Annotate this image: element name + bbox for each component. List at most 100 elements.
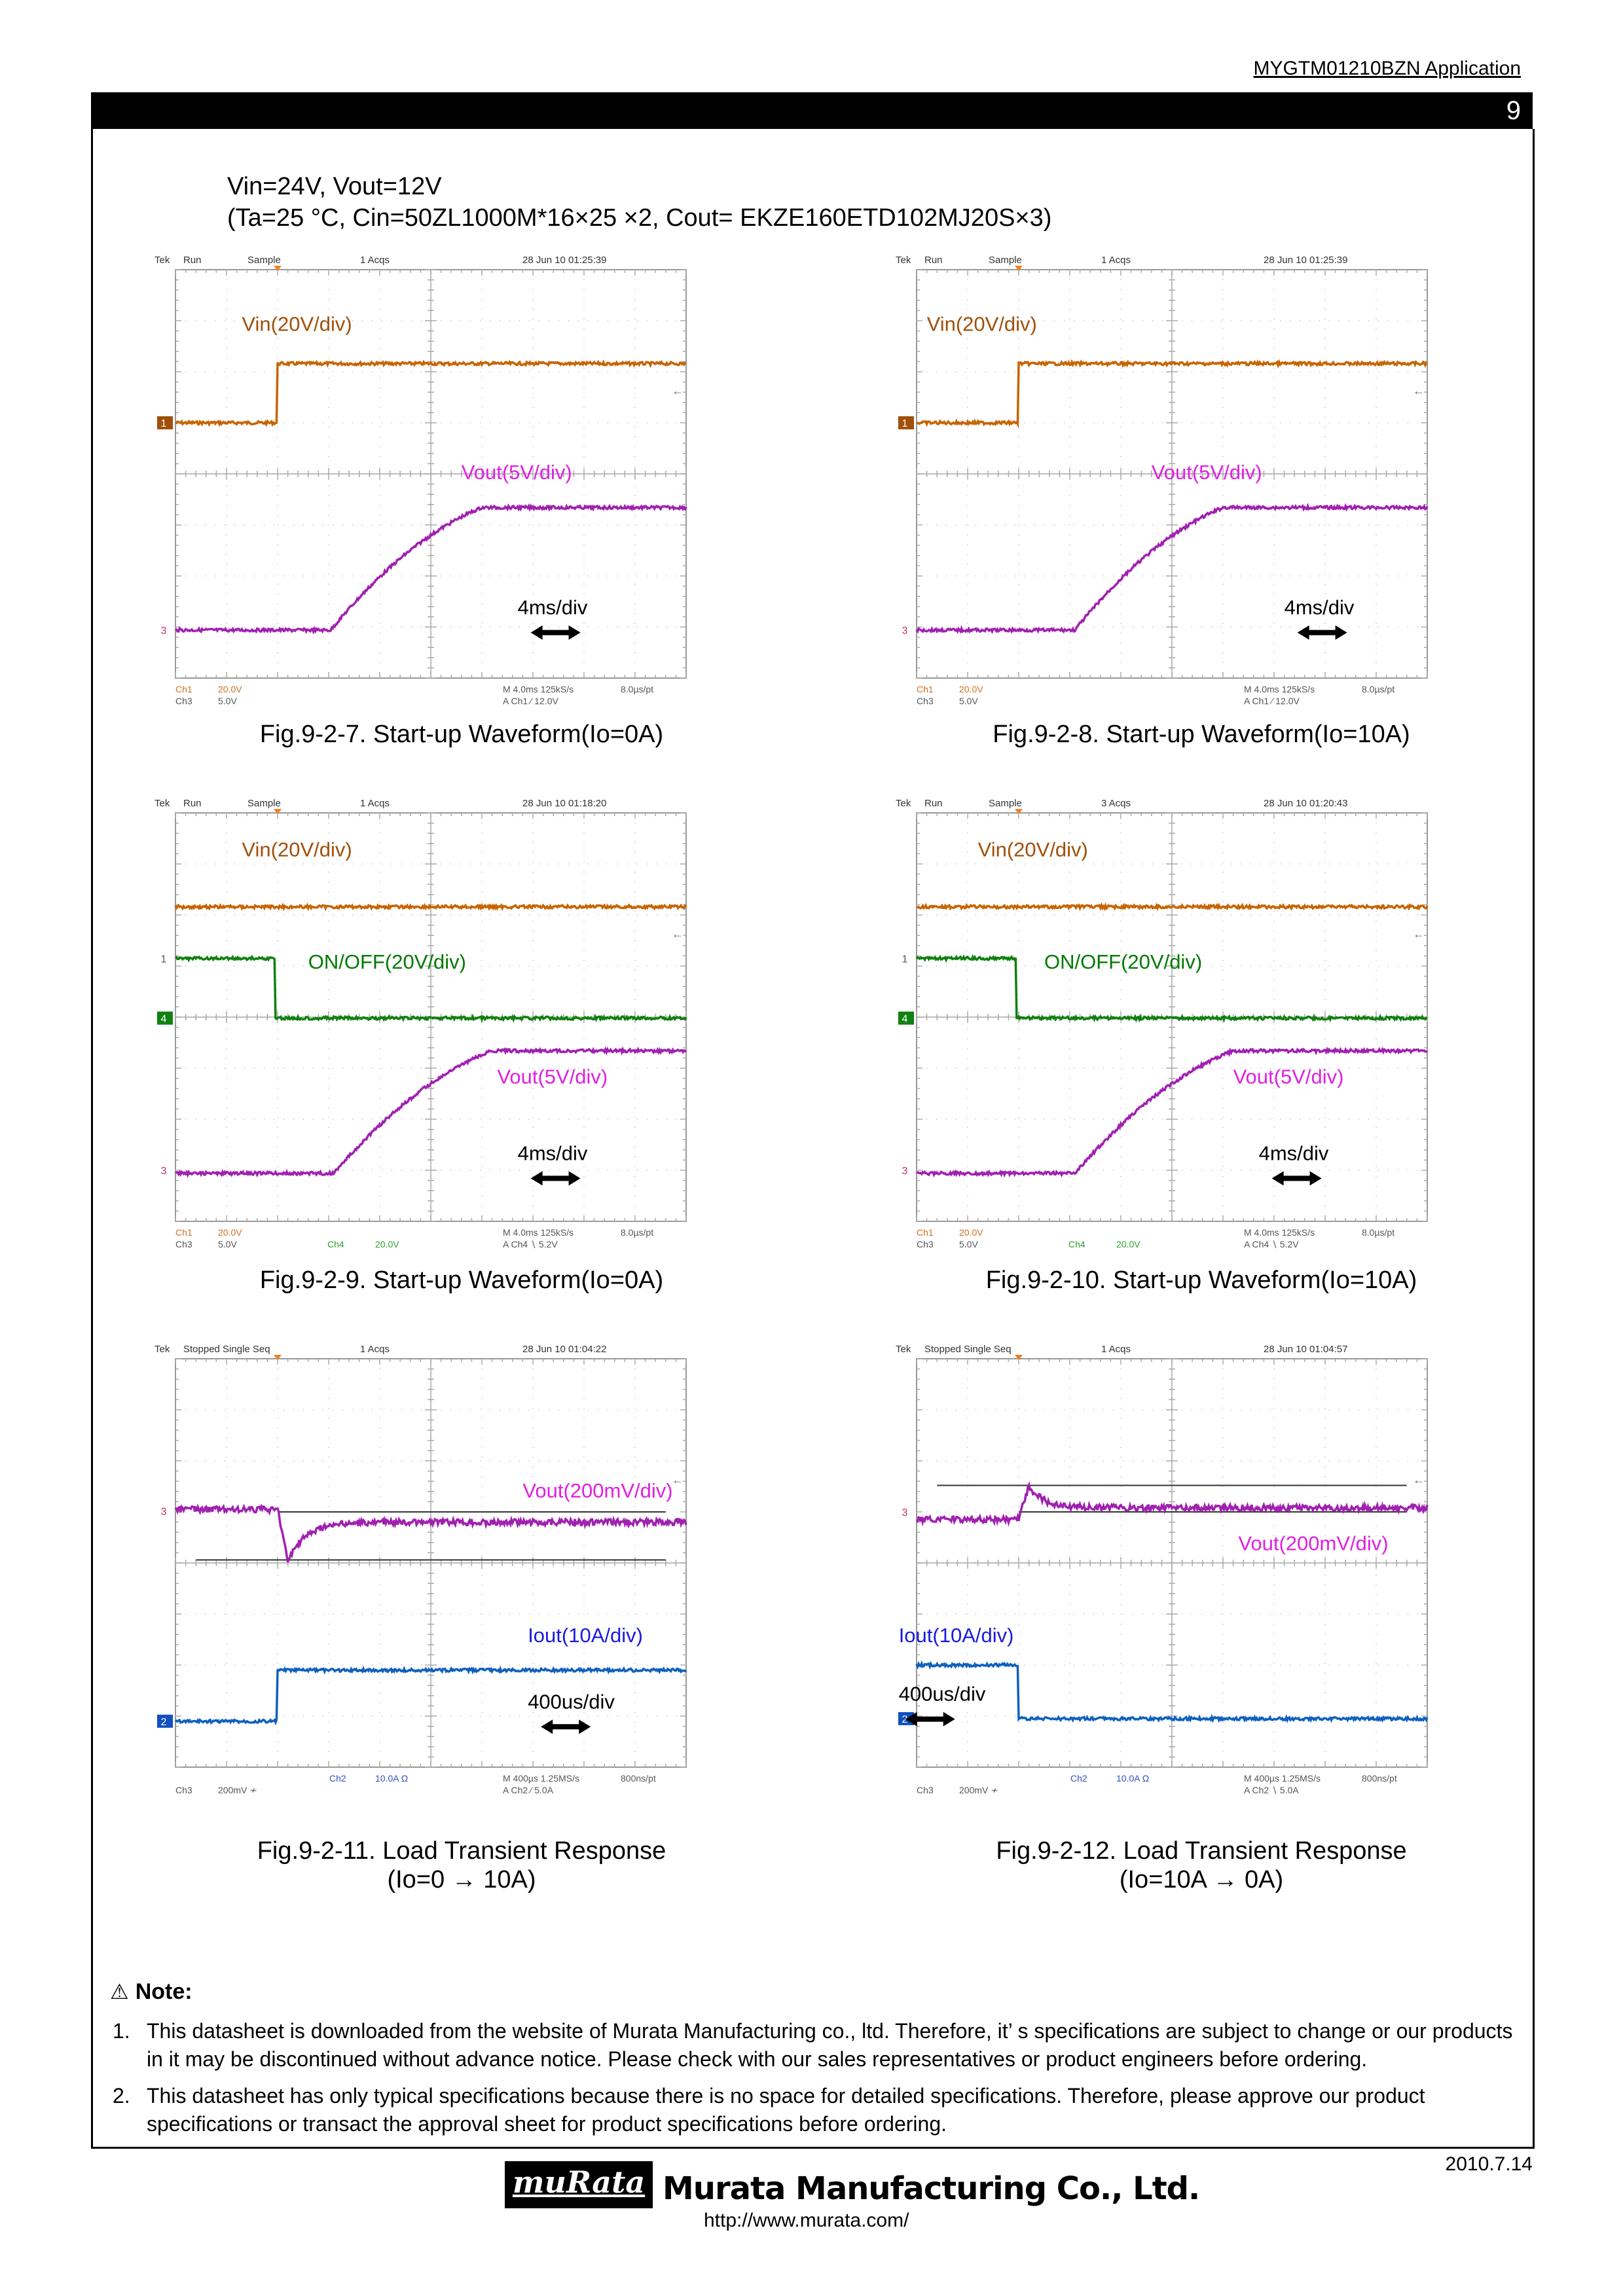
- page-number: 9: [1506, 96, 1521, 125]
- channel-marker: 1: [161, 418, 167, 429]
- scope-header-acqs: 1 Acqs: [360, 255, 390, 266]
- timebase-label: 4ms/div: [518, 596, 588, 619]
- scope-readout-r2a: Ch3: [917, 696, 934, 706]
- note-item: 1. This datasheet is downloaded from the …: [113, 2017, 1520, 2073]
- scope-readout-r1b: 20.0V: [959, 1227, 983, 1238]
- scope-readout-time: M 4.0ms 125kS/s: [1244, 1227, 1315, 1238]
- scope-readout-r1b: 20.0V: [959, 684, 983, 694]
- waveform-trace: [915, 1481, 1429, 1527]
- figure-caption-line: Fig.9-2-9. Start-up Waveform(Io=0A): [259, 1266, 664, 1294]
- note-number: 1.: [113, 2019, 130, 2043]
- note-text: This datasheet is downloaded from the we…: [147, 2019, 1513, 2071]
- timebase-arrow-icon: [530, 1171, 581, 1186]
- trigger-level-icon: ←: [1413, 1473, 1425, 1486]
- channel-marker: 4: [161, 1014, 167, 1025]
- trace-label: Vout(200mV/div): [1238, 1532, 1388, 1555]
- figure-caption: Fig.9-2-9. Start-up Waveform(Io=0A): [101, 1266, 822, 1295]
- trigger-level-icon: ←: [672, 384, 684, 397]
- scope-readout-trig: A Ch4 ∖ 5.2V: [1244, 1239, 1299, 1249]
- trace-label: Vin(20V/div): [978, 838, 1088, 861]
- waveform-trace: [174, 903, 687, 912]
- scope-readout-trig: A Ch2 ∕ 5.0A: [503, 1785, 554, 1795]
- scope-graticule: [916, 269, 1428, 679]
- channel-marker-box: [898, 416, 914, 429]
- figure-caption: Fig.9-2-7. Start-up Waveform(Io=0A): [101, 720, 822, 749]
- scope-readout-r2d: 20.0V: [1116, 1239, 1140, 1249]
- waveform-trace: [174, 1665, 687, 1726]
- trace-label: Vout(5V/div): [1152, 461, 1262, 484]
- scope-readout-trig: A Ch1 ∕ 12.0V: [1244, 696, 1300, 706]
- scope-header-mode: Sample: [989, 798, 1022, 809]
- channel-marker: 1: [161, 954, 167, 965]
- company-name: Murata Manufacturing Co., Ltd.: [663, 2170, 1200, 2207]
- scope-readout-r2b: 5.0V: [959, 696, 978, 706]
- trigger-level-icon: ←: [1413, 384, 1425, 397]
- scope-readout-r1a: Ch1: [175, 1227, 192, 1238]
- channel-marker: 1: [902, 418, 908, 429]
- trigger-position-icon: [274, 1355, 282, 1360]
- scope-readout-r2c: Ch4: [1068, 1239, 1085, 1249]
- scope-header-state: Run: [924, 255, 943, 266]
- murata-logo: muRata: [505, 2161, 653, 2208]
- trace-label: Vin(20V/div): [927, 313, 1037, 336]
- channel-marker-box: [157, 1011, 173, 1025]
- timebase-label: 400us/div: [899, 1683, 986, 1706]
- trace-label: Vout(5V/div): [462, 461, 572, 484]
- scope-readout-r1c: Ch2: [329, 1773, 346, 1784]
- scope-header-brand: Tek: [155, 798, 170, 809]
- waveform-trace: [915, 954, 1428, 1023]
- oscilloscope-screenshot: 3 2 ← Tek Stopped Single Seq 1 Acqs 28 Jun 10 …: [155, 1344, 687, 1795]
- trace-label: Vin(20V/div): [242, 313, 352, 336]
- scope-readout-time: M 4.0ms 125kS/s: [503, 1227, 574, 1238]
- timebase-label: 400us/div: [528, 1690, 615, 1713]
- trigger-level-icon: ←: [1413, 927, 1425, 941]
- channel-marker: 3: [902, 626, 908, 637]
- scope-readout-r1b: 20.0V: [218, 684, 242, 694]
- waveform-trace: [175, 503, 687, 635]
- scope-readout-pt: 800ns/pt: [621, 1773, 656, 1784]
- figure-caption-line: (Io=10A → 0A): [1119, 1866, 1284, 1893]
- timebase-arrow-icon: [1271, 1171, 1322, 1186]
- figure-caption-line: Fig.9-2-10. Start-up Waveform(Io=10A): [985, 1266, 1417, 1294]
- scope-readout-pt: 8.0µs/pt: [1362, 684, 1395, 694]
- trigger-level-icon: ←: [672, 1473, 684, 1486]
- figure-caption-line: (Io=0 → 10A): [387, 1866, 536, 1893]
- timebase-arrow-icon: [1297, 625, 1347, 640]
- trace-label: Vout(5V/div): [497, 1065, 608, 1088]
- scope-header-acqs: 1 Acqs: [1101, 1344, 1131, 1355]
- channel-marker: 3: [161, 1506, 167, 1517]
- scope-header-acqs: 1 Acqs: [360, 798, 390, 809]
- scope-header-datetime: 28 Jun 10 01:04:22: [522, 1344, 606, 1355]
- scope-header-acqs: 3 Acqs: [1101, 798, 1131, 809]
- company-url[interactable]: http://www.murata.com/: [704, 2210, 909, 2231]
- scope-readout-r2b: 200mV ≁: [959, 1785, 998, 1795]
- scope-header-mode: Sample: [247, 798, 281, 809]
- trace-label: Vout(200mV/div): [522, 1479, 672, 1502]
- scope-readout-pt: 8.0µs/pt: [1362, 1227, 1395, 1238]
- scope-readout-pt: 8.0µs/pt: [621, 1227, 653, 1238]
- timebase-label: 4ms/div: [1259, 1141, 1329, 1164]
- scope-readout-r1d: 10.0A Ω: [1116, 1773, 1149, 1784]
- scope-readout-r2b: 5.0V: [218, 1239, 237, 1249]
- scope-header-state: Stopped Single Seq: [183, 1344, 270, 1355]
- trigger-level-icon: ←: [672, 927, 684, 941]
- oscilloscope-screenshot: 1 3 ← Tek Run Sample 1 Acqs 28 Jun 10 01:25:39 C…: [155, 255, 687, 706]
- timebase-arrow-icon: [541, 1719, 591, 1734]
- scope-header-acqs: 1 Acqs: [360, 1344, 390, 1355]
- trigger-position-icon: [274, 266, 282, 271]
- scope-readout-r2c: Ch4: [327, 1239, 344, 1249]
- waveform-trace: [175, 359, 687, 427]
- scope-readout-time: M 4.0ms 125kS/s: [1244, 684, 1315, 694]
- scope-header-datetime: 28 Jun 10 01:20:43: [1264, 798, 1347, 809]
- figure-caption: Fig.9-2-10. Start-up Waveform(Io=10A): [841, 1266, 1561, 1295]
- trace-label: Vin(20V/div): [242, 838, 352, 861]
- note-heading: ⚠ Note:: [110, 1979, 192, 2005]
- waveform-trace: [916, 359, 1428, 429]
- trace-label: Iout(10A/div): [528, 1624, 643, 1647]
- scope-readout-r2d: 20.0V: [375, 1239, 399, 1249]
- scope-readout-r1c: Ch2: [1070, 1773, 1087, 1784]
- note-title: Note:: [135, 1979, 192, 2004]
- trigger-position-icon: [1015, 809, 1023, 814]
- scope-readout-r2b: 5.0V: [218, 696, 237, 706]
- scope-header-state: Stopped Single Seq: [924, 1344, 1012, 1355]
